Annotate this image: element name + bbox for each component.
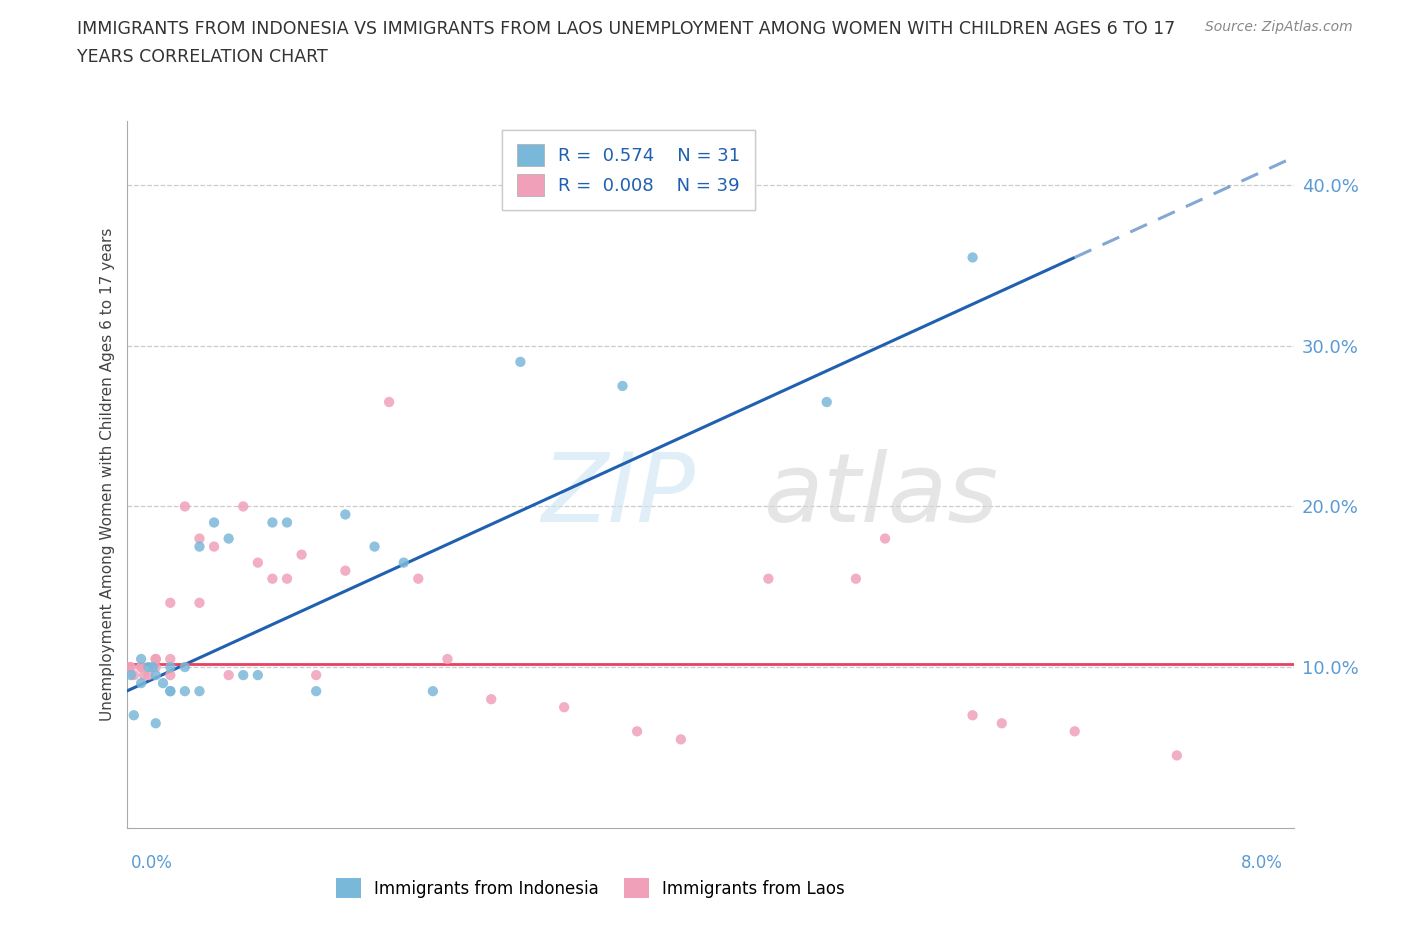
Point bbox=[218, 531, 240, 546]
Point bbox=[159, 684, 181, 698]
Point bbox=[145, 716, 167, 731]
Point bbox=[509, 354, 531, 369]
Point bbox=[669, 732, 692, 747]
Point bbox=[553, 699, 575, 714]
Point bbox=[363, 539, 385, 554]
Point bbox=[232, 499, 254, 514]
Point bbox=[276, 515, 298, 530]
Point bbox=[845, 571, 868, 586]
Point bbox=[612, 379, 634, 393]
Point bbox=[962, 250, 984, 265]
Point bbox=[188, 539, 211, 554]
Point bbox=[335, 507, 357, 522]
Point bbox=[305, 668, 328, 683]
Point bbox=[246, 668, 269, 683]
Point bbox=[202, 515, 225, 530]
Point bbox=[129, 652, 152, 667]
Point bbox=[962, 708, 984, 723]
Point bbox=[142, 659, 165, 674]
Point bbox=[145, 659, 167, 674]
Point bbox=[122, 708, 145, 723]
Point bbox=[159, 668, 181, 683]
Point bbox=[138, 659, 160, 674]
Point bbox=[479, 692, 502, 707]
Point bbox=[1166, 748, 1188, 763]
Legend: Immigrants from Indonesia, Immigrants from Laos: Immigrants from Indonesia, Immigrants fr… bbox=[329, 871, 852, 905]
Point bbox=[246, 555, 269, 570]
Text: 8.0%: 8.0% bbox=[1240, 854, 1282, 872]
Point bbox=[145, 652, 167, 667]
Point bbox=[118, 659, 141, 674]
Point bbox=[218, 668, 240, 683]
Point bbox=[626, 724, 648, 738]
Point bbox=[232, 668, 254, 683]
Point bbox=[174, 659, 197, 674]
Text: IMMIGRANTS FROM INDONESIA VS IMMIGRANTS FROM LAOS UNEMPLOYMENT AMONG WOMEN WITH : IMMIGRANTS FROM INDONESIA VS IMMIGRANTS … bbox=[77, 20, 1175, 38]
Point bbox=[290, 547, 312, 562]
Point bbox=[262, 515, 284, 530]
Point bbox=[129, 659, 152, 674]
Point bbox=[378, 394, 401, 409]
Point bbox=[188, 531, 211, 546]
Point bbox=[129, 659, 152, 674]
Point bbox=[138, 668, 160, 683]
Point bbox=[305, 684, 328, 698]
Point bbox=[815, 394, 838, 409]
Point bbox=[188, 595, 211, 610]
Text: ZIP: ZIP bbox=[541, 449, 695, 542]
Point bbox=[174, 684, 197, 698]
Point bbox=[990, 716, 1012, 731]
Point bbox=[145, 668, 167, 683]
Point bbox=[276, 571, 298, 586]
Point bbox=[174, 499, 197, 514]
Text: atlas: atlas bbox=[762, 449, 997, 542]
Text: YEARS CORRELATION CHART: YEARS CORRELATION CHART bbox=[77, 48, 328, 66]
Point bbox=[1063, 724, 1085, 738]
Point bbox=[335, 564, 357, 578]
Point bbox=[873, 531, 897, 546]
Point bbox=[188, 684, 211, 698]
Point bbox=[120, 659, 142, 674]
Point bbox=[129, 676, 152, 691]
Point bbox=[120, 668, 142, 683]
Point bbox=[122, 668, 145, 683]
Point bbox=[159, 659, 181, 674]
Point bbox=[132, 668, 155, 683]
Point bbox=[159, 595, 181, 610]
Point bbox=[408, 571, 430, 586]
Text: Source: ZipAtlas.com: Source: ZipAtlas.com bbox=[1205, 20, 1353, 34]
Point bbox=[422, 684, 444, 698]
Point bbox=[152, 676, 174, 691]
Point bbox=[756, 571, 779, 586]
Point bbox=[436, 652, 458, 667]
Text: 0.0%: 0.0% bbox=[131, 854, 173, 872]
Point bbox=[145, 652, 167, 667]
Legend: R =  0.574    N = 31, R =  0.008    N = 39: R = 0.574 N = 31, R = 0.008 N = 39 bbox=[502, 130, 755, 210]
Point bbox=[262, 571, 284, 586]
Point bbox=[392, 555, 415, 570]
Point bbox=[159, 684, 181, 698]
Y-axis label: Unemployment Among Women with Children Ages 6 to 17 years: Unemployment Among Women with Children A… bbox=[100, 228, 115, 721]
Point bbox=[159, 652, 181, 667]
Point bbox=[202, 539, 225, 554]
